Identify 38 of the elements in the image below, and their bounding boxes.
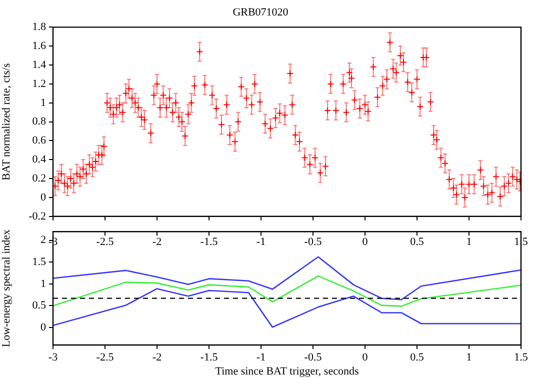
y-tick-label: 1.2 <box>32 78 46 90</box>
x2-tick-label: 0.5 <box>410 351 424 364</box>
y-tick-label: 2 <box>40 234 46 246</box>
y-tick-label: 0.4 <box>32 154 46 166</box>
y-tick-label: 1.5 <box>32 256 46 268</box>
chart-title: GRB071020 <box>232 6 289 18</box>
y-tick-label: 0.6 <box>32 134 46 147</box>
y-tick-label: 0 <box>40 321 46 334</box>
x-tick-label: 1 <box>466 236 472 248</box>
x2-tick-label: 0 <box>362 351 368 364</box>
x-tick-label: 0.5 <box>410 236 424 248</box>
y-tick-label: 1.4 <box>32 58 46 71</box>
y-axis-title: BAT normalized rate, cts/s <box>0 63 12 180</box>
x2-tick-label: -1.5 <box>200 351 218 364</box>
x-tick-label: -2.5 <box>96 236 114 248</box>
y-tick-label: 0.8 <box>32 116 46 128</box>
x2-tick-label: -0.5 <box>304 351 322 364</box>
x2-tick-label: -3 <box>48 351 58 364</box>
x2-tick-label: -2.5 <box>96 351 114 364</box>
y-tick-label: 0.5 <box>32 300 46 312</box>
y-tick-label: 1.8 <box>32 21 46 34</box>
y-tick-label: -0.2 <box>28 210 46 222</box>
x-tick-label: 0 <box>362 236 368 248</box>
y-tick-label: 0.2 <box>32 172 46 184</box>
x2-tick-label: 1 <box>466 351 472 364</box>
x-tick-label: -0.5 <box>304 236 322 248</box>
x2-tick-label: 1.5 <box>514 351 528 364</box>
y-tick-label: 0 <box>40 191 46 204</box>
y-tick-label: 1 <box>40 96 46 109</box>
x-axis-title: Time since BAT trigger, seconds <box>215 365 359 378</box>
x2-tick-label: -1 <box>256 351 266 364</box>
y-tick-label: 1 <box>40 278 46 290</box>
x-tick-label: -1.5 <box>200 236 218 248</box>
y-tick-label: 1.6 <box>32 40 46 52</box>
y-axis-title: Low-energy spectral index <box>0 228 12 348</box>
x-tick-label: -2 <box>152 236 162 248</box>
x2-tick-label: -2 <box>152 351 162 364</box>
x-tick-label: -1 <box>256 236 266 248</box>
